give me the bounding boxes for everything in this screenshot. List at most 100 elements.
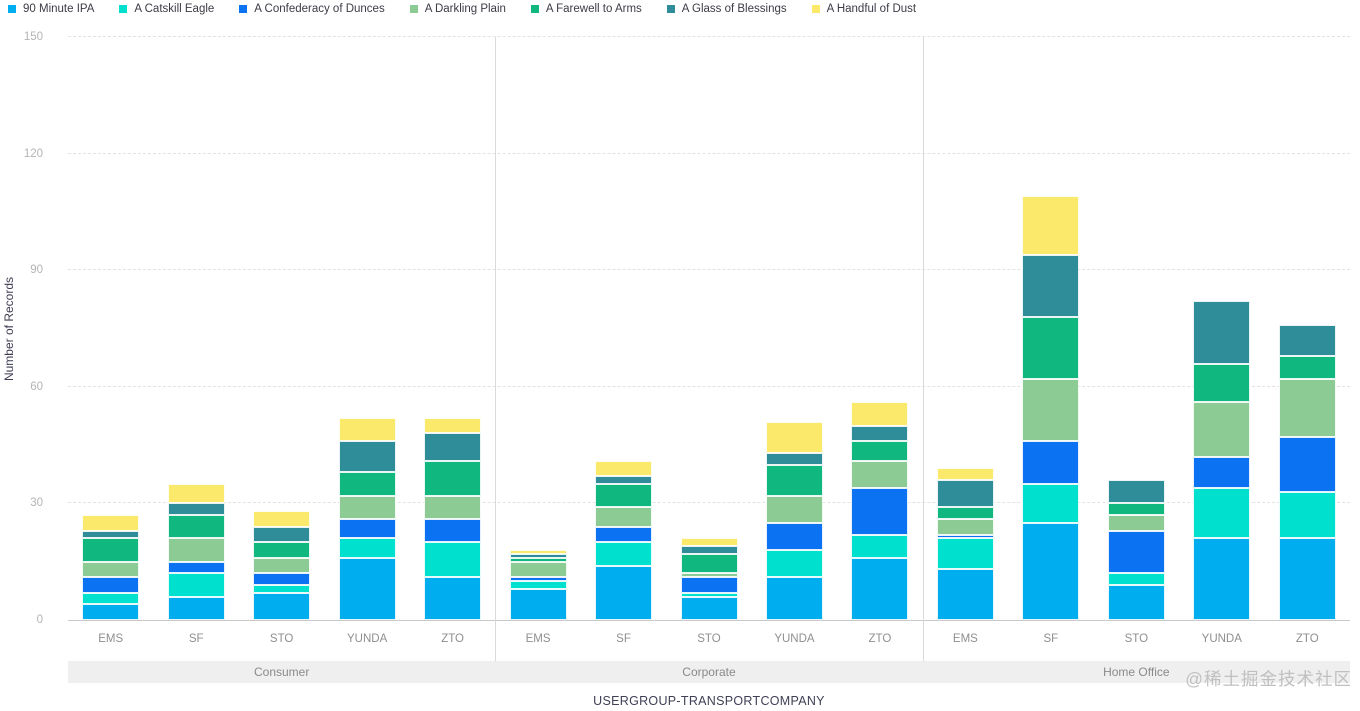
bar-segment[interactable] [82, 538, 140, 562]
bar-home-office-sf[interactable] [1022, 196, 1080, 620]
bar-consumer-sf[interactable] [167, 484, 225, 620]
bar-segment[interactable] [167, 561, 225, 574]
bar-segment[interactable] [338, 557, 396, 620]
bar-segment[interactable] [253, 557, 311, 574]
bar-segment[interactable] [82, 530, 140, 539]
bar-segment[interactable] [1193, 363, 1251, 403]
legend-item[interactable]: A Darkling Plain [409, 3, 506, 15]
bar-segment[interactable] [167, 484, 225, 504]
bar-segment[interactable] [1193, 538, 1251, 620]
bar-segment[interactable] [253, 573, 311, 586]
bar-segment[interactable] [1022, 522, 1080, 620]
bar-segment[interactable] [936, 534, 994, 539]
bar-consumer-ems[interactable] [82, 515, 140, 620]
bar-segment[interactable] [1193, 456, 1251, 488]
bar-segment[interactable] [1107, 515, 1165, 531]
bar-segment[interactable] [1278, 437, 1336, 492]
bar-segment[interactable] [936, 569, 994, 620]
bar-segment[interactable] [936, 480, 994, 508]
bar-consumer-yunda[interactable] [338, 417, 396, 620]
bar-segment[interactable] [82, 515, 140, 531]
bar-segment[interactable] [765, 464, 823, 496]
bar-segment[interactable] [1278, 355, 1336, 380]
bar-segment[interactable] [424, 495, 482, 519]
bar-segment[interactable] [851, 557, 909, 620]
bar-segment[interactable] [851, 487, 909, 535]
legend-item[interactable]: A Glass of Blessings [666, 3, 787, 15]
bar-segment[interactable] [424, 417, 482, 434]
bar-segment[interactable] [1278, 491, 1336, 539]
bar-segment[interactable] [253, 511, 311, 527]
bar-home-office-sto[interactable] [1107, 480, 1165, 620]
bar-segment[interactable] [936, 468, 994, 481]
bar-segment[interactable] [595, 476, 653, 485]
bar-corporate-zto[interactable] [851, 402, 909, 620]
bar-segment[interactable] [1107, 503, 1165, 516]
bar-segment[interactable] [765, 577, 823, 620]
bar-segment[interactable] [765, 452, 823, 465]
bar-segment[interactable] [1193, 487, 1251, 539]
bar-segment[interactable] [595, 526, 653, 543]
bar-segment[interactable] [851, 425, 909, 442]
bar-segment[interactable] [1022, 441, 1080, 484]
bar-home-office-zto[interactable] [1278, 324, 1336, 620]
bar-segment[interactable] [851, 402, 909, 426]
bar-segment[interactable] [1022, 379, 1080, 442]
bar-segment[interactable] [680, 577, 738, 593]
bar-segment[interactable] [253, 585, 311, 593]
bar-segment[interactable] [595, 542, 653, 566]
bar-segment[interactable] [509, 581, 567, 589]
bar-segment[interactable] [338, 518, 396, 539]
bar-corporate-ems[interactable] [509, 550, 567, 620]
bar-segment[interactable] [595, 460, 653, 477]
bar-segment[interactable] [1022, 196, 1080, 255]
bar-consumer-zto[interactable] [424, 417, 482, 620]
bar-segment[interactable] [82, 577, 140, 593]
bar-segment[interactable] [1193, 301, 1251, 364]
bar-segment[interactable] [509, 550, 567, 554]
bar-segment[interactable] [424, 433, 482, 461]
bar-segment[interactable] [253, 526, 311, 543]
bar-segment[interactable] [338, 417, 396, 442]
bar-segment[interactable] [253, 542, 311, 558]
bar-segment[interactable] [509, 588, 567, 620]
bar-segment[interactable] [851, 460, 909, 488]
bar-segment[interactable] [167, 538, 225, 562]
bar-segment[interactable] [424, 460, 482, 496]
bar-segment[interactable] [680, 596, 738, 620]
bar-segment[interactable] [424, 518, 482, 543]
bar-segment[interactable] [680, 546, 738, 554]
bar-segment[interactable] [509, 554, 567, 558]
bar-segment[interactable] [1278, 324, 1336, 356]
bar-segment[interactable] [851, 534, 909, 558]
bar-segment[interactable] [338, 495, 396, 519]
bar-segment[interactable] [680, 553, 738, 574]
bar-segment[interactable] [851, 441, 909, 461]
bar-segment[interactable] [765, 550, 823, 578]
bar-segment[interactable] [82, 561, 140, 578]
legend-item[interactable]: 90 Minute IPA [8, 3, 94, 15]
bar-segment[interactable] [680, 573, 738, 578]
bar-segment[interactable] [338, 472, 396, 496]
bar-segment[interactable] [595, 565, 653, 620]
bar-segment[interactable] [167, 503, 225, 516]
legend-item[interactable]: A Farewell to Arms [530, 3, 642, 15]
bar-corporate-sf[interactable] [595, 460, 653, 620]
bar-corporate-yunda[interactable] [765, 421, 823, 620]
bar-segment[interactable] [82, 604, 140, 620]
bar-segment[interactable] [1278, 538, 1336, 620]
bar-segment[interactable] [1107, 585, 1165, 620]
bar-segment[interactable] [765, 495, 823, 523]
bar-corporate-sto[interactable] [680, 538, 738, 620]
bar-segment[interactable] [936, 507, 994, 519]
bar-segment[interactable] [765, 522, 823, 551]
bar-segment[interactable] [253, 592, 311, 620]
legend-item[interactable]: A Confederacy of Dunces [239, 3, 385, 15]
bar-segment[interactable] [509, 577, 567, 582]
bar-segment[interactable] [936, 538, 994, 570]
bar-segment[interactable] [509, 561, 567, 578]
bar-segment[interactable] [1107, 480, 1165, 504]
bar-segment[interactable] [680, 592, 738, 597]
bar-segment[interactable] [167, 596, 225, 620]
bar-segment[interactable] [424, 542, 482, 578]
